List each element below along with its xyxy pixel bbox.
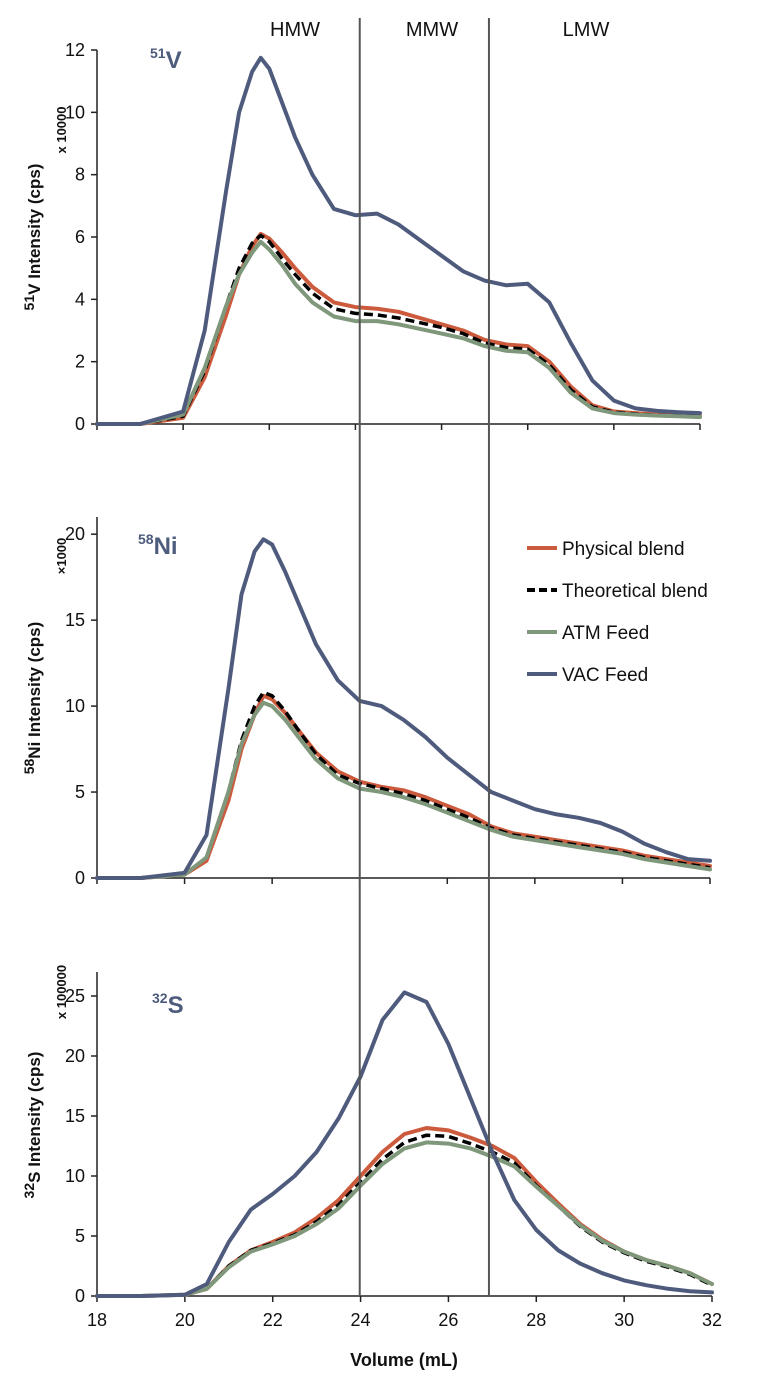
- vanadium-y-tick-label: 8: [75, 165, 85, 185]
- sulfur-y-tick-label: 20: [65, 1046, 85, 1066]
- x-tick-label: 18: [87, 1310, 107, 1330]
- panel-sulfur-grid: 0 5 10 15 20 25: [65, 972, 713, 1306]
- panel-nickel-grid: 0 5 10 15 20: [65, 517, 711, 888]
- panel-vanadium-ylabel: 51V Intensity (cps): [21, 164, 44, 311]
- nickel-y-tick-label: 5: [75, 782, 85, 802]
- vanadium-y-tick-label: 0: [75, 414, 85, 434]
- x-tick-label: 30: [614, 1310, 634, 1330]
- x-tick-label: 20: [175, 1310, 195, 1330]
- region-label-lmw: LMW: [563, 19, 610, 41]
- nickel-series-physical-blend: [95, 693, 712, 880]
- panel-vanadium-multiplier: x 10000: [54, 107, 69, 154]
- x-axis-title: Volume (mL): [350, 1350, 458, 1370]
- vanadium-y-tick-label: 2: [75, 352, 85, 372]
- sulfur-series-atm-feed: [95, 1140, 714, 1298]
- panel-nickel-lines: [95, 537, 712, 880]
- panel-nickel-multiplier: ×1000: [54, 538, 69, 575]
- panel-nickel-ylabel: 58Ni Intensity (cps): [21, 622, 44, 775]
- panel-nickel-element-label: 58Ni: [138, 531, 178, 560]
- sulfur-y-tick-label: 0: [75, 1286, 85, 1306]
- sulfur-y-tick-label: 10: [65, 1166, 85, 1186]
- x-tick-label: 24: [351, 1310, 371, 1330]
- x-tick-label: 22: [263, 1310, 283, 1330]
- sulfur-y-tick-label: 25: [65, 986, 85, 1006]
- sulfur-y-tick-label: 5: [75, 1226, 85, 1246]
- panel-sulfur-ylabel: 32S Intensity (cps): [21, 1052, 44, 1199]
- nickel-y-tick-label: 15: [65, 610, 85, 630]
- nickel-y-tick-label: 20: [65, 524, 85, 544]
- region-label-hmw: HMW: [270, 19, 320, 41]
- x-axis: 18 20 22 24 26 28 30 32: [87, 1310, 722, 1330]
- vanadium-y-tick-label: 12: [65, 40, 85, 60]
- panel-sulfur-multiplier: x 100000: [54, 965, 69, 1019]
- panel-vanadium-lines: [95, 55, 702, 426]
- legend: Physical blend Theoretical blend ATM Feed V…: [527, 539, 708, 686]
- vanadium-series-atm-feed: [95, 239, 702, 426]
- nickel-series-atm-feed: [95, 700, 712, 880]
- x-tick-label: 28: [526, 1310, 546, 1330]
- x-tick-label: 26: [438, 1310, 458, 1330]
- vanadium-y-tick-label: 4: [75, 289, 85, 309]
- sulfur-y-tick-label: 15: [65, 1106, 85, 1126]
- x-tick-label: 32: [702, 1310, 722, 1330]
- legend-label-vac-feed: VAC Feed: [562, 665, 648, 686]
- sulfur-series-physical-blend: [95, 1126, 714, 1298]
- panel-vanadium-grid: 0 2 4 6 8 10 12: [65, 40, 701, 434]
- vanadium-y-tick-label: 6: [75, 227, 85, 247]
- region-label-mmw: MMW: [406, 19, 458, 41]
- sulfur-series-vac-feed: [95, 990, 714, 1298]
- panel-sulfur-element-label: 32S: [152, 990, 184, 1019]
- panel-sulfur-lines: [95, 990, 714, 1298]
- nickel-y-tick-label: 10: [65, 696, 85, 716]
- panel-nickel: 0 5 10 15 20 58Ni ×1000 58Ni Intensity (cps)…: [21, 517, 712, 888]
- nickel-y-tick-label: 0: [75, 868, 85, 888]
- panel-vanadium: 0 2 4 6 8 10 12 51V x 10000 51V Intensity (cps…: [21, 40, 702, 434]
- sulfur-series-theoretical-blend: [97, 1133, 713, 1298]
- legend-label-physical-blend: Physical blend: [562, 539, 685, 560]
- panel-sulfur: 0 5 10 15 20 25 32S x 100000 32S Intensity (c…: [21, 965, 714, 1306]
- region-boundaries: [358, 18, 490, 1296]
- panel-vanadium-element-label: 51V: [150, 45, 182, 74]
- nickel-series-vac-feed: [95, 537, 712, 880]
- legend-label-theoretical-blend: Theoretical blend: [562, 581, 708, 602]
- legend-label-atm-feed: ATM Feed: [562, 623, 649, 644]
- vanadium-series-vac-feed: [95, 55, 702, 426]
- vanadium-y-tick-label: 10: [65, 102, 85, 122]
